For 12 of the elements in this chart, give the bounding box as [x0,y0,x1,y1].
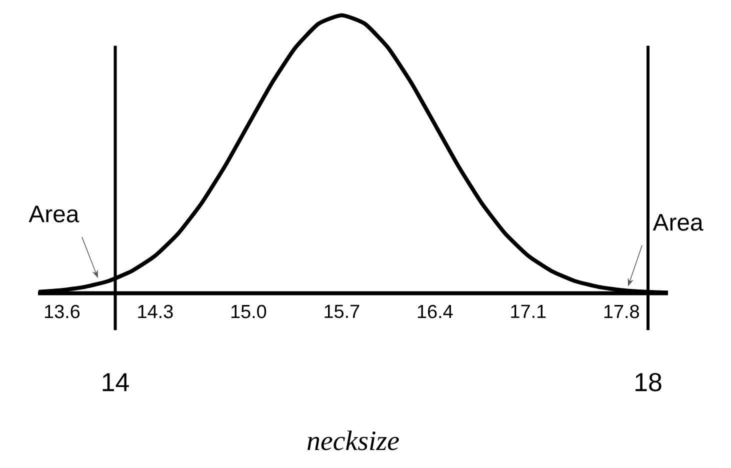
annotation: Area [652,214,704,231]
ref-line-label: 18 [636,372,662,392]
x-tick-label: 16.4 [418,304,453,318]
x-tick-label: 14.3 [138,304,173,318]
x-tick-label: 17.1 [511,304,546,318]
ref-line-label: 14 [102,373,129,392]
x-tick-label: 15.0 [231,304,266,318]
x-axis-title: necksize [308,430,399,450]
x-tick-label: 17.8 [604,304,639,318]
x-tick-label: 15.7 [324,304,360,318]
x-tick-label: 13.6 [44,304,80,318]
annotation: Area [28,206,80,222]
